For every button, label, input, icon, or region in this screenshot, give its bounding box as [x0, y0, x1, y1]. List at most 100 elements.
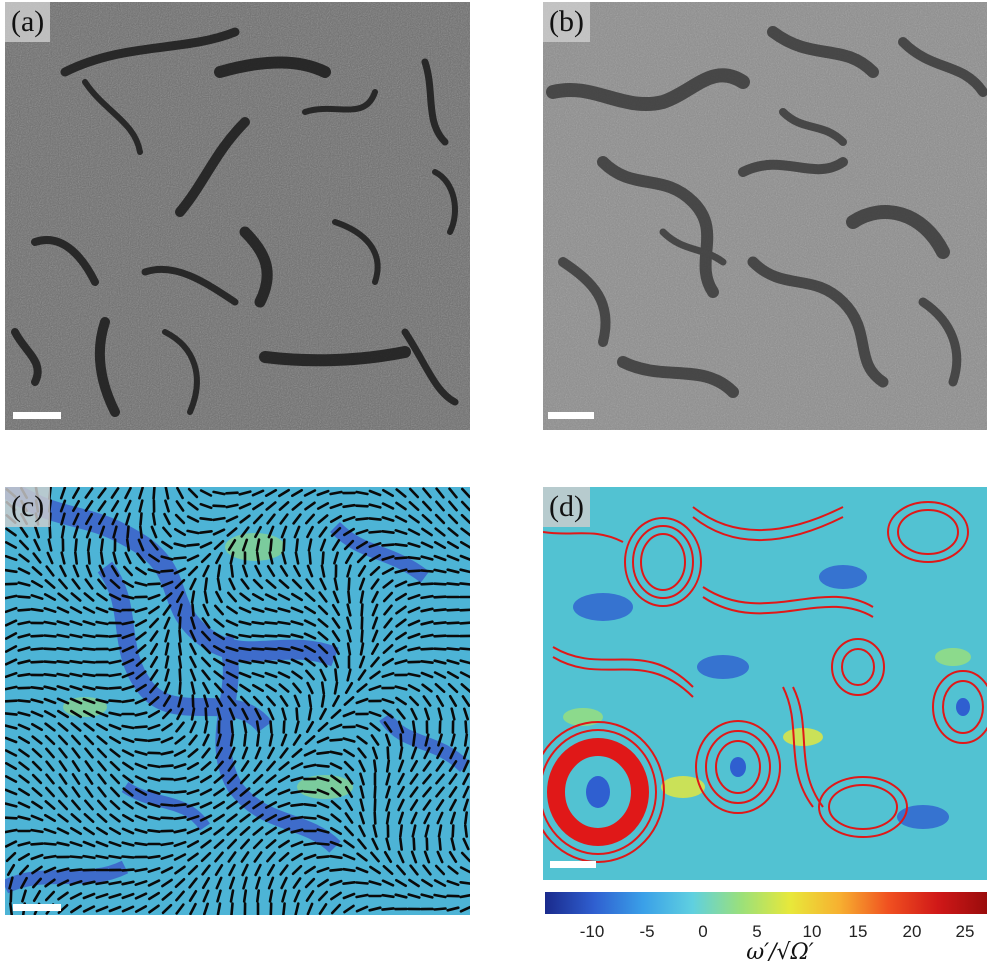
director-segment — [255, 551, 261, 565]
director-segment — [264, 621, 278, 625]
director-segment — [251, 620, 265, 626]
director-segment — [73, 525, 79, 539]
director-segment — [462, 785, 470, 799]
director-segment — [381, 502, 395, 510]
director-segment — [215, 694, 223, 708]
director-segment — [382, 644, 394, 654]
director-segment — [108, 893, 122, 899]
director-segment — [134, 750, 148, 756]
director-segment — [385, 811, 391, 825]
director-segment — [420, 660, 434, 664]
director-segment — [30, 607, 44, 613]
director-segment — [329, 854, 343, 860]
director-segment — [435, 760, 445, 772]
director-segment — [306, 681, 314, 695]
director-segment — [433, 647, 447, 651]
director-segment — [241, 863, 249, 877]
colorbar-tick: 10 — [802, 922, 822, 941]
director-segment — [446, 659, 460, 665]
director-segment — [71, 760, 81, 772]
director-segment — [423, 707, 431, 721]
director-segment — [368, 530, 382, 534]
vorticity-panel-d: (d) — [543, 487, 987, 880]
director-segment — [394, 542, 408, 548]
director-segment — [370, 642, 380, 656]
director-segment — [138, 487, 144, 500]
director-segment — [57, 891, 69, 901]
director-segment — [96, 826, 108, 836]
director-segment — [164, 642, 170, 656]
director-segment — [5, 632, 18, 640]
director-segment — [381, 567, 395, 575]
director-segment — [30, 634, 44, 638]
director-segment — [386, 746, 390, 760]
director-segment — [395, 618, 407, 628]
director-segment — [342, 515, 356, 523]
director-segment — [30, 842, 44, 846]
director-segment — [164, 499, 170, 513]
director-segment — [186, 543, 200, 547]
colorbar-tick: -5 — [639, 922, 655, 941]
director-segment — [317, 604, 329, 616]
director-segment — [229, 889, 235, 903]
director-segment — [317, 631, 329, 641]
director-segment — [121, 880, 135, 886]
director-segment — [446, 608, 460, 612]
director-segment — [174, 865, 186, 875]
director-segment — [316, 764, 330, 768]
director-segment — [160, 736, 174, 744]
director-segment — [355, 881, 369, 885]
director-segment — [459, 554, 470, 561]
director-segment — [30, 686, 44, 690]
director-segment — [251, 489, 265, 497]
director-segment — [30, 647, 44, 651]
director-segment — [397, 720, 405, 734]
director-segment — [6, 863, 16, 877]
director-segment — [230, 564, 234, 578]
director-segment — [121, 658, 135, 666]
director-segment — [199, 502, 213, 510]
director-segment — [256, 733, 260, 747]
director-segment — [82, 697, 96, 705]
director-segment — [331, 630, 341, 642]
director-segment — [5, 685, 18, 691]
director-segment — [227, 538, 237, 552]
director-segment — [84, 773, 94, 785]
director-segment — [43, 673, 57, 677]
director-segment — [343, 839, 355, 849]
director-segment — [435, 695, 445, 707]
director-segment — [381, 657, 395, 667]
director-segment — [433, 621, 447, 625]
director-segment — [164, 655, 170, 669]
director-segment — [214, 851, 224, 863]
director-segment — [174, 513, 186, 525]
director-segment — [381, 698, 395, 704]
director-segment — [109, 786, 121, 798]
director-segment — [175, 890, 185, 902]
director-segment — [307, 538, 313, 552]
vorticity-streamlines-image — [543, 487, 987, 880]
director-segment — [316, 788, 330, 796]
director-segment — [33, 525, 41, 539]
director-segment — [303, 605, 317, 615]
director-segment — [5, 816, 18, 820]
micrograph-a-image — [5, 2, 470, 430]
director-segment — [407, 556, 421, 560]
director-segment — [342, 503, 356, 509]
director-segment — [135, 631, 147, 641]
director-segment — [213, 631, 225, 641]
director-segment — [147, 737, 161, 743]
director-segment — [303, 841, 317, 847]
director-segment — [126, 525, 130, 539]
director-segment — [225, 619, 239, 627]
director-segment — [188, 877, 198, 889]
director-segment — [175, 500, 185, 512]
director-segment — [264, 801, 278, 809]
director-segment — [410, 746, 418, 760]
director-segment — [397, 772, 405, 786]
director-segment — [121, 749, 135, 757]
director-segment — [264, 593, 278, 601]
director-segment — [147, 866, 161, 874]
director-segment — [213, 813, 225, 823]
director-segment — [319, 538, 327, 552]
